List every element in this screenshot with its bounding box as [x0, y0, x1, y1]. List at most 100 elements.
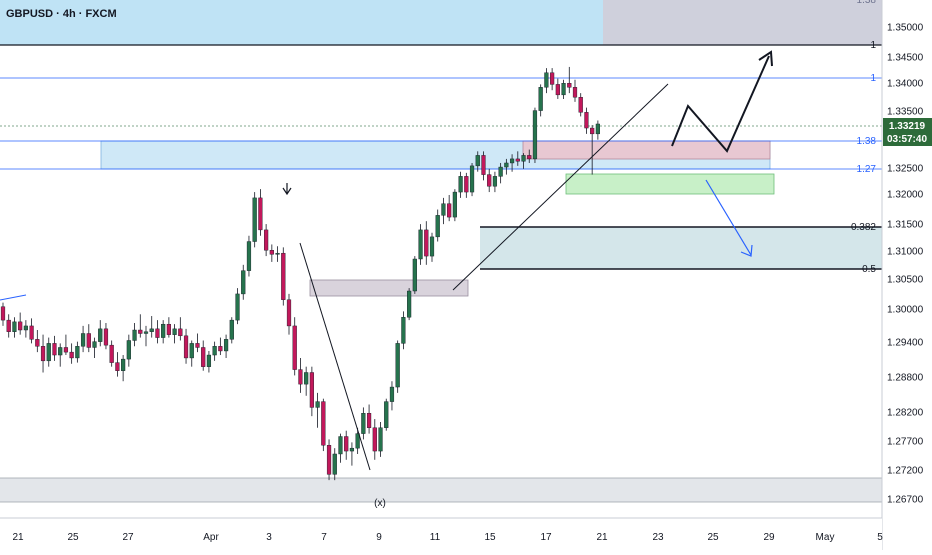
- symbol-title: GBPUSD · 4h · FXCM: [6, 8, 117, 20]
- candle-body: [418, 229, 423, 260]
- candle-body: [298, 369, 303, 385]
- candle-body: [58, 347, 63, 356]
- wave-x-annotation: (x): [374, 498, 386, 509]
- fib-label-0382: 0.382: [851, 222, 876, 233]
- candle-body: [80, 333, 86, 347]
- price-tick-label: 1.26700: [887, 495, 924, 506]
- time-tick-label: 5: [877, 532, 883, 543]
- bottom-zone: [0, 478, 882, 502]
- candle-body: [98, 328, 103, 342]
- candle-body: [86, 333, 91, 348]
- time-tick-label: 3: [266, 532, 272, 543]
- candle-body: [475, 155, 480, 167]
- down-marker-arrow-head: [282, 187, 292, 196]
- time-tick-label: Apr: [203, 532, 219, 543]
- candle-body: [424, 229, 429, 257]
- fib-label-05: 0.5: [862, 264, 876, 275]
- candle-body: [355, 433, 360, 449]
- candle-body: [435, 215, 440, 238]
- price-tick-label: 1.32000: [887, 190, 924, 201]
- candle-body: [332, 453, 337, 475]
- candle-body: [218, 346, 223, 352]
- candle-body: [132, 329, 137, 341]
- candle-body: [269, 250, 274, 255]
- price-tick-label: 1.31000: [887, 247, 924, 258]
- time-tick-label: 21: [596, 532, 608, 543]
- price-tick-label: 1.35000: [887, 23, 924, 34]
- candle-body: [509, 158, 515, 164]
- candle-body: [264, 229, 269, 251]
- candle-body: [109, 344, 114, 363]
- supply-zone-pink: [522, 140, 771, 160]
- time-tick-label: 17: [540, 532, 552, 543]
- candle-body: [521, 155, 526, 162]
- candle-body: [338, 436, 343, 455]
- candle-body: [544, 72, 549, 88]
- time-tick-label: 7: [321, 532, 327, 543]
- price-tick-label: 1.30000: [887, 305, 924, 316]
- candle-body: [555, 84, 560, 96]
- candle-body: [395, 343, 400, 388]
- candle-body: [590, 127, 595, 135]
- bullish-projection-path: [671, 55, 770, 153]
- candle-body: [412, 258, 417, 292]
- candle-body: [515, 158, 520, 162]
- candle-body: [452, 191, 457, 218]
- time-tick-label: May: [816, 532, 835, 543]
- time-tick-label: 11: [430, 532, 441, 543]
- candle-body: [172, 328, 177, 335]
- candle-body: [235, 293, 240, 321]
- candle-body: [63, 347, 69, 353]
- bullish-projection-arrowhead: [758, 50, 773, 67]
- fib-label-1-black: 1: [870, 40, 876, 51]
- descending-trendline: [299, 242, 371, 471]
- candle-body: [372, 427, 377, 452]
- candle-body: [258, 197, 263, 231]
- candle-body: [103, 328, 109, 346]
- top-zone: [0, 0, 603, 45]
- candle-body: [195, 343, 200, 348]
- candle-body: [29, 325, 34, 340]
- candle-body: [35, 339, 40, 347]
- candle-body: [561, 83, 566, 96]
- candle-body: [52, 343, 57, 356]
- price-tick-label: 1.34000: [887, 79, 924, 90]
- candle-body: [572, 87, 578, 98]
- candle-body: [304, 372, 309, 385]
- time-tick-label: 27: [122, 532, 134, 543]
- candle-body: [252, 197, 257, 242]
- candle-body: [344, 436, 349, 452]
- candle-body: [349, 447, 355, 452]
- candle-body: [223, 339, 229, 352]
- candle-body: [18, 321, 23, 331]
- candle-body: [286, 299, 292, 327]
- candle-body: [361, 413, 366, 434]
- candle-body: [407, 290, 412, 318]
- time-tick-label: 25: [707, 532, 719, 543]
- fib-label-1: 1: [870, 73, 876, 84]
- price-tick-label: 1.28200: [887, 408, 924, 419]
- candle-body: [275, 252, 280, 255]
- candle-body: [143, 331, 149, 334]
- candle-body: [326, 445, 332, 475]
- top-right-zone: [603, 0, 882, 45]
- candle-body: [69, 351, 74, 359]
- candle-body: [527, 155, 532, 160]
- candle-body: [492, 176, 498, 187]
- candle-body: [201, 347, 206, 367]
- price-tick-label: 1.29400: [887, 338, 924, 349]
- order-block-grey: [309, 279, 469, 297]
- bearish-projection-path: [705, 179, 752, 256]
- candle-body: [161, 323, 166, 338]
- price-axis-background: [882, 0, 932, 550]
- candle-body: [378, 427, 383, 452]
- demand-zone-green: [565, 173, 775, 195]
- time-tick-label: 23: [652, 532, 664, 543]
- current-price-label: 1.33219: [889, 121, 926, 132]
- candle-body: [292, 325, 297, 370]
- fib-0382-05-zone: [480, 227, 882, 269]
- candle-body: [447, 203, 452, 218]
- fib-label-127: 1.27: [857, 164, 877, 175]
